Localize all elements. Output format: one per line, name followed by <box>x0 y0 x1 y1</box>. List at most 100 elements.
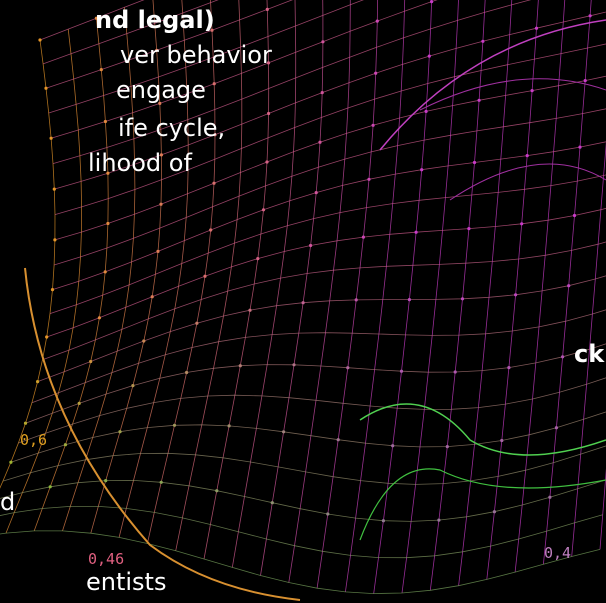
mesh-node <box>282 430 286 434</box>
mesh-line <box>31 309 606 404</box>
mesh-node <box>23 421 28 425</box>
mesh-line <box>345 0 406 592</box>
mesh-line <box>39 0 145 41</box>
mesh-node <box>472 160 477 165</box>
mesh-line <box>571 141 606 557</box>
mesh-node <box>212 82 216 86</box>
mesh-line <box>25 343 606 424</box>
mesh-node <box>354 298 358 302</box>
mesh-node <box>375 19 379 23</box>
mesh-node <box>530 89 534 93</box>
mesh-node <box>301 301 305 305</box>
mesh-node <box>265 160 269 164</box>
mesh-line <box>24 267 301 601</box>
mesh-node <box>36 380 40 384</box>
mesh-node <box>52 187 56 191</box>
mesh-node <box>89 359 93 364</box>
mesh-node <box>256 257 260 261</box>
mesh-node <box>430 0 434 4</box>
mesh-node <box>99 68 103 72</box>
mesh-node <box>156 249 160 253</box>
mesh-line <box>2 445 606 485</box>
mesh-node <box>371 123 375 127</box>
mesh-node <box>53 238 57 242</box>
mesh-node <box>185 370 189 375</box>
mesh-line <box>45 0 293 89</box>
mesh-node <box>270 501 274 505</box>
mesh-node <box>420 168 424 172</box>
mesh-node <box>381 519 385 523</box>
mesh-line <box>37 275 606 382</box>
mesh-node <box>212 181 216 185</box>
mesh-node <box>227 424 231 428</box>
mesh-node <box>172 423 177 427</box>
text-line: d <box>0 488 16 516</box>
mesh-node <box>534 26 539 30</box>
mesh-node <box>292 363 296 367</box>
mesh-node <box>158 101 162 105</box>
mesh-node <box>374 71 378 75</box>
mesh-node <box>407 298 411 302</box>
mesh-node <box>427 54 431 58</box>
mesh-node <box>437 518 441 522</box>
mesh-line <box>401 0 459 594</box>
mesh-node <box>492 510 496 514</box>
mesh-node <box>266 61 271 65</box>
mesh-node <box>520 222 524 226</box>
mesh-node <box>131 384 135 388</box>
axis-label: 0,46 <box>88 550 125 568</box>
mesh-node <box>320 91 324 95</box>
mesh-node <box>453 370 457 374</box>
mesh-node <box>9 460 13 464</box>
mesh-line <box>379 19 606 151</box>
mesh-node <box>326 512 330 516</box>
mesh-node <box>309 243 313 248</box>
mesh-node <box>142 339 146 343</box>
mesh-node <box>159 153 163 157</box>
mesh-node <box>118 430 122 434</box>
mesh-line <box>54 11 606 190</box>
mesh-line <box>18 377 606 444</box>
mesh-line <box>46 207 606 338</box>
mesh-node <box>399 369 404 373</box>
mesh-node <box>213 133 217 137</box>
mesh-node <box>155 48 159 52</box>
mesh-node <box>44 86 48 90</box>
mesh-node <box>583 79 587 83</box>
mesh-node <box>48 485 52 489</box>
mesh-line <box>52 141 606 290</box>
mesh-node <box>514 293 518 297</box>
mesh-node <box>94 16 98 20</box>
mesh-line <box>52 0 532 164</box>
mesh-node <box>424 109 428 113</box>
mesh-line <box>599 468 606 550</box>
mesh-line <box>0 479 606 522</box>
mesh-node <box>50 288 55 292</box>
text-line: ver behavior <box>120 41 272 69</box>
mesh-node <box>103 270 107 274</box>
mesh-node <box>588 14 592 18</box>
mesh-line <box>42 241 606 361</box>
mesh-line <box>48 0 364 114</box>
mesh-line <box>0 530 601 595</box>
mesh-node <box>314 191 318 195</box>
mesh-node <box>106 221 110 226</box>
mesh-line <box>10 411 606 463</box>
mesh-node <box>77 401 81 405</box>
axis-label: 0,4 <box>544 544 572 562</box>
mesh-line <box>50 0 438 139</box>
mesh-node <box>238 364 242 368</box>
mesh-node <box>267 111 271 116</box>
mesh-line <box>49 174 606 314</box>
mesh-node <box>346 366 350 370</box>
axis-label: 0,6 <box>20 431 48 449</box>
mesh-node <box>554 426 559 430</box>
mesh-node <box>63 443 67 447</box>
mesh-node <box>49 136 53 140</box>
mesh-node <box>261 208 266 212</box>
mesh-node <box>572 213 577 218</box>
mesh-node <box>103 119 107 124</box>
mesh-line <box>42 0 219 65</box>
